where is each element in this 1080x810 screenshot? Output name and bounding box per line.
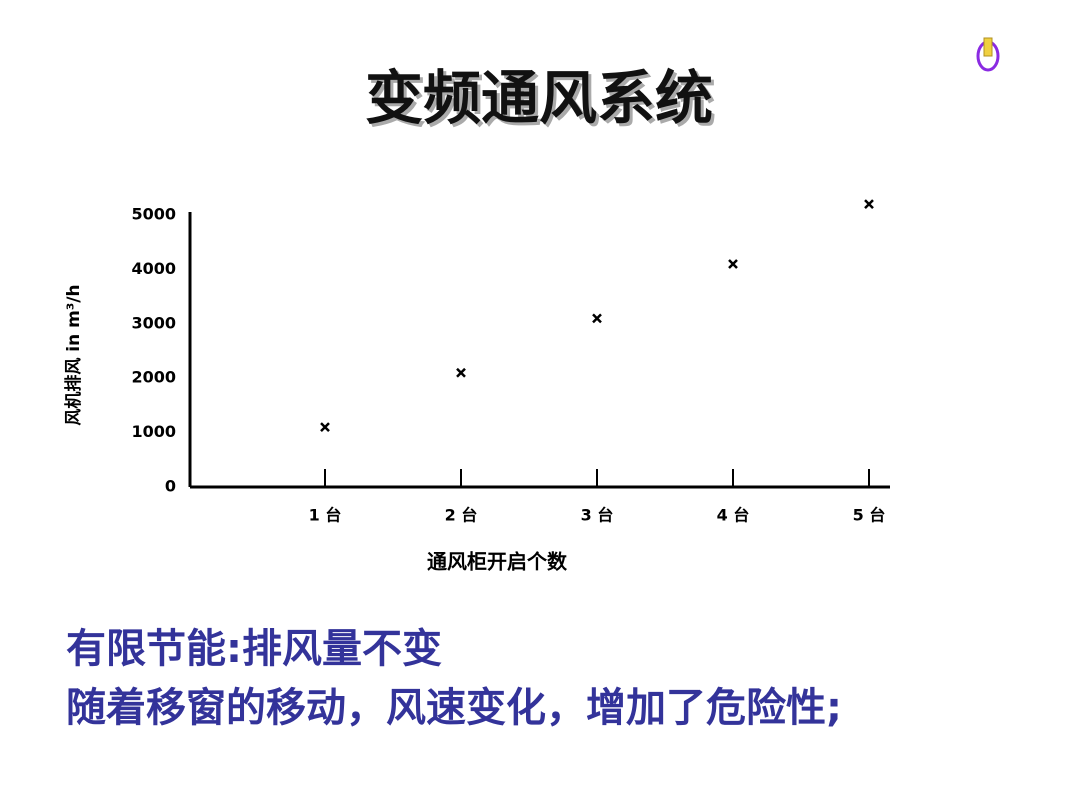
point <box>320 422 330 433</box>
x-tick-label: 4 台 <box>717 506 750 525</box>
point <box>456 367 466 378</box>
title-shadow: 变频通风系统 <box>368 67 716 135</box>
y-tick-label: 2000 <box>131 368 176 387</box>
corner-icon <box>976 37 1000 72</box>
y-tick-label: 3000 <box>131 313 176 332</box>
point <box>728 259 738 269</box>
x-tick-label: 2 台 <box>445 506 478 525</box>
note-line: 有限节能:排风量不变 <box>66 626 442 672</box>
y-tick-label: 5000 <box>131 205 176 224</box>
note-line: 随着移窗的移动，风速变化，增加了危险性; <box>66 685 842 731</box>
y-axis-title: 风机排风 in m³/h <box>63 284 84 425</box>
x-axis-title: 通风柜开启个数 <box>427 550 568 574</box>
point <box>864 199 874 210</box>
y-tick-label: 0 <box>165 477 176 496</box>
chart-title: 变频通风系统 <box>365 64 713 132</box>
x-tick-label: 1 台 <box>309 506 342 525</box>
x-tick-label: 3 台 <box>581 506 614 525</box>
y-tick-label: 1000 <box>131 422 176 441</box>
y-tick-label: 4000 <box>131 259 176 278</box>
point <box>592 313 602 324</box>
x-tick-label: 5 台 <box>853 506 886 525</box>
